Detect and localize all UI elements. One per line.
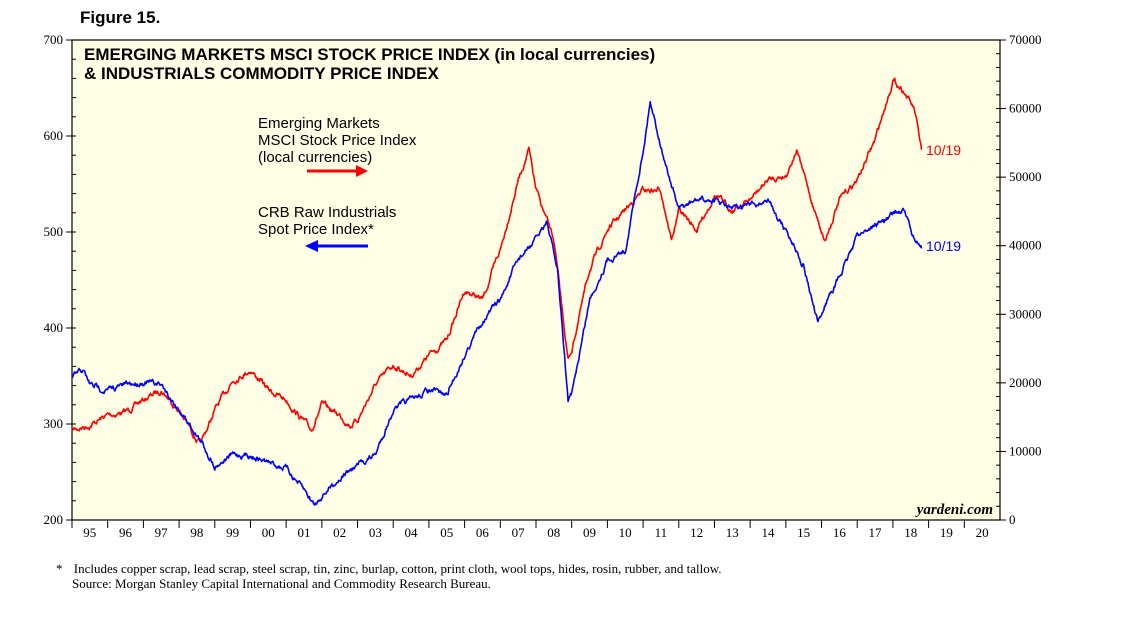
right-tick-label: 70000 — [1009, 32, 1042, 47]
legend-red-line-1: Emerging Markets — [258, 115, 380, 132]
x-tick-label: 10 — [619, 525, 632, 540]
x-tick-label: 18 — [904, 525, 917, 540]
x-tick-label: 17 — [869, 525, 883, 540]
left-tick-label: 200 — [44, 512, 64, 527]
figure-label: Figure 15. — [80, 8, 161, 27]
blue-end-label: 10/19 — [926, 238, 961, 254]
x-tick-label: 08 — [547, 525, 560, 540]
x-tick-label: 03 — [369, 525, 382, 540]
chart-title-line-1: EMERGING MARKETS MSCI STOCK PRICE INDEX … — [84, 45, 655, 64]
legend-red-arrow — [307, 165, 368, 177]
x-tick-label: 98 — [190, 525, 203, 540]
footnote-note: Includes copper scrap, lead scrap, steel… — [73, 561, 722, 576]
x-tick-label: 15 — [797, 525, 810, 540]
x-tick-label: 13 — [726, 525, 739, 540]
red-end-label: 10/19 — [926, 142, 961, 158]
left-tick-label: 500 — [44, 224, 64, 239]
x-tick-label: 02 — [333, 525, 346, 540]
right-tick-label: 10000 — [1009, 443, 1042, 458]
x-tick-label: 19 — [940, 525, 953, 540]
x-tick-label: 12 — [690, 525, 703, 540]
x-tick-label: 09 — [583, 525, 596, 540]
legend-blue-line-2: Spot Price Index* — [258, 221, 374, 238]
x-tick-label: 14 — [761, 525, 775, 540]
legend-red-line-3: (local currencies) — [258, 149, 372, 166]
legend-blue-arrow — [305, 240, 368, 252]
right-tick-label: 30000 — [1009, 306, 1042, 321]
footnote-source: Source: Morgan Stanley Capital Internati… — [72, 576, 491, 591]
left-tick-label: 700 — [44, 32, 64, 47]
right-tick-label: 0 — [1009, 512, 1016, 527]
x-tick-label: 07 — [512, 525, 526, 540]
series-line-em-msci — [71, 77, 923, 444]
right-tick-label: 40000 — [1009, 238, 1042, 253]
left-tick-label: 300 — [44, 416, 64, 431]
plot-background — [71, 39, 1001, 521]
legend-blue-line-1: CRB Raw Industrials — [258, 204, 396, 221]
left-tick-label: 400 — [44, 320, 64, 335]
x-tick-label: 01 — [297, 525, 310, 540]
footnote-note-row: * Includes copper scrap, lead scrap, ste… — [56, 561, 721, 577]
chart-title-line-2: & INDUSTRIALS COMMODITY PRICE INDEX — [84, 64, 439, 83]
x-tick-label: 99 — [226, 525, 239, 540]
x-tick-label: 11 — [655, 525, 668, 540]
x-tick-label: 95 — [83, 525, 96, 540]
x-tick-label: 96 — [119, 525, 133, 540]
x-tick-label: 04 — [405, 525, 419, 540]
x-tick-label: 16 — [833, 525, 847, 540]
x-tick-label: 97 — [155, 525, 169, 540]
left-tick-label: 600 — [44, 128, 64, 143]
series-line-crb-industrials — [71, 100, 923, 506]
x-tick-label: 05 — [440, 525, 453, 540]
x-tick-label: 20 — [976, 525, 989, 540]
right-tick-label: 20000 — [1009, 375, 1042, 390]
x-tick-label: 00 — [262, 525, 275, 540]
chart: 2003004005006007000100002000030000400005… — [44, 32, 1042, 540]
legend-red-line-2: MSCI Stock Price Index — [258, 132, 417, 149]
x-tick-label: 06 — [476, 525, 490, 540]
right-tick-label: 60000 — [1009, 101, 1042, 116]
right-tick-label: 50000 — [1009, 169, 1042, 184]
footnote-asterisk: * — [56, 561, 63, 576]
watermark: yardeni.com — [915, 502, 993, 518]
